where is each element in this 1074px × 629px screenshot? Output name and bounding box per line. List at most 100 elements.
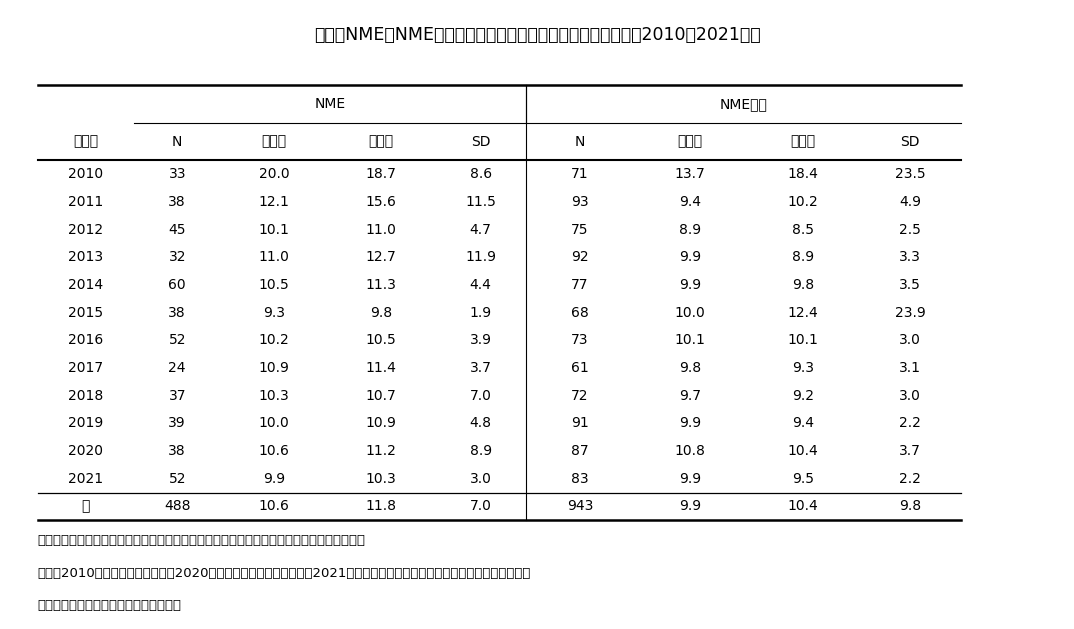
Text: 4.9: 4.9 [899, 195, 921, 209]
Text: 11.8: 11.8 [366, 499, 396, 513]
Text: 45: 45 [169, 223, 186, 237]
Text: 68: 68 [571, 306, 589, 320]
Text: 計: 計 [82, 499, 90, 513]
Text: 平均値: 平均値 [790, 135, 815, 148]
Text: 20.0: 20.0 [259, 167, 289, 181]
Text: 注１：データ再集計にともない、過去の公表データ中の数値が修正されている場合がある。: 注１：データ再集計にともない、過去の公表データ中の数値が修正されている場合がある… [38, 534, 365, 547]
Text: 52: 52 [169, 333, 186, 347]
Text: 92: 92 [571, 250, 589, 264]
Text: 10.1: 10.1 [259, 223, 289, 237]
Text: 3.3: 3.3 [899, 250, 921, 264]
Text: 3.1: 3.1 [899, 361, 921, 375]
Text: 表３　NMEとNME以外の審査期間（月数）の推移（承認年毎；2010〜2021年）: 表３ NMEとNME以外の審査期間（月数）の推移（承認年毎；2010〜2021年… [314, 26, 760, 43]
Text: NME以外: NME以外 [720, 97, 768, 111]
Text: 10.3: 10.3 [259, 389, 289, 403]
Text: SD: SD [900, 135, 920, 148]
Text: 943: 943 [567, 499, 593, 513]
Text: 9.3: 9.3 [792, 361, 814, 375]
Text: 9.9: 9.9 [679, 278, 701, 292]
Text: 8.9: 8.9 [679, 223, 701, 237]
Text: N: N [172, 135, 183, 148]
Text: 10.5: 10.5 [259, 278, 289, 292]
Text: 8.5: 8.5 [792, 223, 814, 237]
Text: 10.2: 10.2 [259, 333, 289, 347]
Text: 11.3: 11.3 [366, 278, 396, 292]
Text: 37: 37 [169, 389, 186, 403]
Text: 12.7: 12.7 [366, 250, 396, 264]
Text: 10.6: 10.6 [259, 444, 289, 458]
Text: 2016: 2016 [69, 333, 103, 347]
Text: 8.6: 8.6 [469, 167, 492, 181]
Text: 9.5: 9.5 [792, 472, 814, 486]
Text: 87: 87 [571, 444, 589, 458]
Text: 61: 61 [571, 361, 589, 375]
Text: 75: 75 [571, 223, 589, 237]
Text: 8.9: 8.9 [469, 444, 492, 458]
Text: 9.8: 9.8 [371, 306, 392, 320]
Text: 72: 72 [571, 389, 589, 403]
Text: 2020: 2020 [69, 444, 103, 458]
Text: 10.1: 10.1 [787, 333, 818, 347]
Text: 23.9: 23.9 [895, 306, 926, 320]
Text: 9.9: 9.9 [679, 472, 701, 486]
Text: 11.0: 11.0 [366, 223, 396, 237]
Text: 2012: 2012 [69, 223, 103, 237]
Text: 9.9: 9.9 [679, 499, 701, 513]
Text: 10.0: 10.0 [674, 306, 706, 320]
Text: 18.7: 18.7 [366, 167, 396, 181]
Text: 2015: 2015 [69, 306, 103, 320]
Text: 10.7: 10.7 [366, 389, 396, 403]
Text: 3.9: 3.9 [469, 333, 492, 347]
Text: 9.8: 9.8 [899, 499, 921, 513]
Text: 2.2: 2.2 [899, 472, 921, 486]
Text: 9.9: 9.9 [679, 250, 701, 264]
Text: 9.9: 9.9 [679, 416, 701, 430]
Text: 24: 24 [169, 361, 186, 375]
Text: 13.7: 13.7 [674, 167, 706, 181]
Text: 2010: 2010 [69, 167, 103, 181]
Text: 9.3: 9.3 [263, 306, 285, 320]
Text: 3.7: 3.7 [899, 444, 921, 458]
Text: 10.6: 10.6 [259, 499, 289, 513]
Text: 9.2: 9.2 [792, 389, 814, 403]
Text: NME: NME [315, 97, 346, 111]
Text: 23.5: 23.5 [895, 167, 926, 181]
Text: N: N [575, 135, 585, 148]
Text: 93: 93 [571, 195, 589, 209]
Text: 2.2: 2.2 [899, 416, 921, 430]
Text: 10.1: 10.1 [674, 333, 706, 347]
Text: 2019: 2019 [69, 416, 103, 430]
Text: 2021: 2021 [69, 472, 103, 486]
Text: 8.9: 8.9 [792, 250, 814, 264]
Text: 3.0: 3.0 [899, 389, 921, 403]
Text: 9.4: 9.4 [792, 416, 814, 430]
Text: 9.7: 9.7 [679, 389, 701, 403]
Text: SD: SD [470, 135, 491, 148]
Text: 10.8: 10.8 [674, 444, 706, 458]
Text: 32: 32 [169, 250, 186, 264]
Text: 77: 77 [571, 278, 589, 292]
Text: 11.0: 11.0 [259, 250, 289, 264]
Text: 11.4: 11.4 [366, 361, 396, 375]
Text: 10.4: 10.4 [787, 499, 818, 513]
Text: 3.0: 3.0 [899, 333, 921, 347]
Text: 7.0: 7.0 [469, 499, 492, 513]
Text: 9.8: 9.8 [679, 361, 701, 375]
Text: 52: 52 [169, 472, 186, 486]
Text: 73: 73 [571, 333, 589, 347]
Text: 2.5: 2.5 [899, 223, 921, 237]
Text: 3.0: 3.0 [469, 472, 492, 486]
Text: 38: 38 [169, 444, 186, 458]
Text: 4.4: 4.4 [469, 278, 492, 292]
Text: 9.9: 9.9 [263, 472, 285, 486]
Text: 15.6: 15.6 [366, 195, 396, 209]
Text: 注２：2010年の特例承認２品目、2020年の特例承認１品目、及び、2021年の特例承認９品目は通常の審査プロセスと異なる: 注２：2010年の特例承認２品目、2020年の特例承認１品目、及び、2021年の… [38, 567, 531, 579]
Text: 2013: 2013 [69, 250, 103, 264]
Text: 2011: 2011 [69, 195, 103, 209]
Text: 9.4: 9.4 [679, 195, 701, 209]
Text: 10.3: 10.3 [366, 472, 396, 486]
Text: 38: 38 [169, 195, 186, 209]
Text: 9.8: 9.8 [792, 278, 814, 292]
Text: 12.4: 12.4 [787, 306, 818, 320]
Text: 488: 488 [164, 499, 190, 513]
